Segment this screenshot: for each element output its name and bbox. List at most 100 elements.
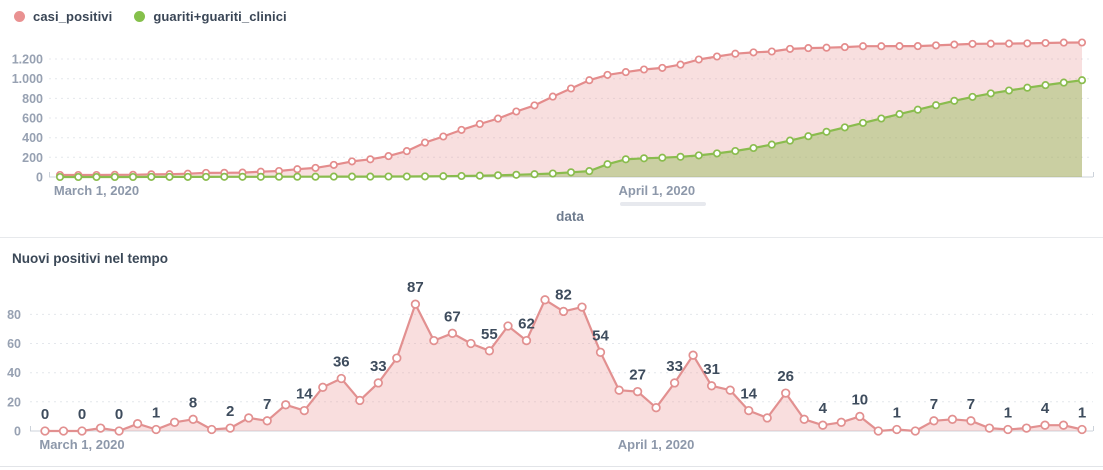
point-nuovi-positivi[interactable] (706, 381, 717, 391)
point-guariti-guariti-clinici[interactable] (329, 172, 338, 181)
point-casi-positivi[interactable] (512, 107, 521, 116)
point-nuovi-positivi[interactable] (132, 419, 143, 429)
point-nuovi-positivi[interactable] (855, 411, 865, 422)
point-guariti-guariti-clinici[interactable] (731, 146, 740, 156)
point-nuovi-positivi[interactable] (558, 306, 569, 317)
point-casi-positivi[interactable] (621, 68, 630, 77)
point-casi-positivi[interactable] (731, 49, 740, 58)
point-guariti-guariti-clinici[interactable] (840, 123, 849, 132)
point-guariti-guariti-clinici[interactable] (785, 136, 795, 145)
point-nuovi-positivi[interactable] (336, 373, 346, 384)
point-guariti-guariti-clinici[interactable] (913, 105, 922, 114)
point-nuovi-positivi[interactable] (651, 403, 661, 413)
point-guariti-guariti-clinici[interactable] (512, 170, 521, 179)
point-guariti-guariti-clinici[interactable] (293, 172, 302, 181)
point-nuovi-positivi[interactable] (169, 417, 180, 427)
point-nuovi-positivi[interactable] (984, 423, 995, 433)
point-guariti-guariti-clinici[interactable] (493, 171, 503, 180)
point-guariti-guariti-clinici[interactable] (55, 172, 65, 182)
point-casi-positivi[interactable] (840, 43, 849, 52)
point-guariti-guariti-clinici[interactable] (274, 172, 284, 181)
point-nuovi-positivi[interactable] (484, 346, 495, 356)
point-nuovi-positivi[interactable] (947, 414, 958, 424)
point-casi-positivi[interactable] (329, 160, 338, 169)
point-guariti-guariti-clinici[interactable] (950, 96, 959, 105)
point-nuovi-positivi[interactable] (225, 423, 235, 433)
point-guariti-guariti-clinici[interactable] (92, 172, 101, 182)
point-nuovi-positivi[interactable] (540, 295, 550, 305)
point-guariti-guariti-clinici[interactable] (858, 118, 868, 127)
point-guariti-guariti-clinici[interactable] (165, 172, 174, 181)
point-casi-positivi[interactable] (950, 40, 959, 49)
point-nuovi-positivi[interactable] (521, 335, 532, 346)
point-casi-positivi[interactable] (566, 84, 576, 93)
point-nuovi-positivi[interactable] (595, 347, 606, 357)
point-casi-positivi[interactable] (694, 55, 703, 64)
point-guariti-guariti-clinici[interactable] (639, 154, 649, 163)
point-nuovi-positivi[interactable] (892, 424, 902, 435)
point-casi-positivi[interactable] (366, 155, 375, 164)
point-casi-positivi[interactable] (913, 42, 922, 51)
point-nuovi-positivi[interactable] (781, 388, 791, 398)
point-casi-positivi[interactable] (931, 41, 941, 50)
point-nuovi-positivi[interactable] (318, 382, 328, 392)
point-guariti-guariti-clinici[interactable] (986, 89, 995, 98)
point-casi-positivi[interactable] (439, 132, 448, 141)
point-nuovi-positivi[interactable] (1077, 424, 1087, 435)
point-guariti-guariti-clinici[interactable] (658, 153, 667, 162)
point-nuovi-positivi[interactable] (614, 385, 624, 395)
point-nuovi-positivi[interactable] (818, 420, 828, 430)
point-casi-positivi[interactable] (402, 147, 411, 156)
point-guariti-guariti-clinici[interactable] (968, 92, 977, 101)
point-casi-positivi[interactable] (1041, 38, 1050, 48)
point-casi-positivi[interactable] (603, 70, 612, 79)
point-guariti-guariti-clinici[interactable] (749, 143, 758, 153)
horizontal-scrollbar-thumb[interactable] (620, 202, 706, 206)
point-casi-positivi[interactable] (895, 42, 904, 51)
point-nuovi-positivi[interactable] (244, 413, 254, 423)
point-casi-positivi[interactable] (658, 63, 667, 72)
point-nuovi-positivi[interactable] (447, 328, 458, 338)
point-nuovi-positivi[interactable] (373, 378, 383, 388)
point-casi-positivi[interactable] (639, 65, 649, 74)
point-guariti-guariti-clinici[interactable] (530, 170, 539, 179)
legend-item-guariti[interactable]: guariti+guariti_clinici (134, 9, 287, 24)
point-guariti-guariti-clinici[interactable] (238, 172, 247, 181)
point-casi-positivi[interactable] (968, 39, 977, 48)
point-guariti-guariti-clinici[interactable] (621, 155, 630, 164)
point-guariti-guariti-clinici[interactable] (201, 172, 211, 181)
point-guariti-guariti-clinici[interactable] (1077, 76, 1087, 85)
point-casi-positivi[interactable] (585, 76, 594, 85)
point-nuovi-positivi[interactable] (688, 350, 698, 360)
point-casi-positivi[interactable] (548, 92, 557, 101)
point-casi-positivi[interactable] (804, 44, 813, 53)
point-nuovi-positivi[interactable] (429, 335, 439, 346)
point-casi-positivi[interactable] (767, 47, 776, 56)
point-nuovi-positivi[interactable] (40, 426, 50, 436)
point-nuovi-positivi[interactable] (836, 417, 846, 427)
legend-item-casi-positivi[interactable]: casi_positivi (14, 9, 112, 24)
point-guariti-guariti-clinici[interactable] (183, 172, 192, 181)
point-casi-positivi[interactable] (1059, 38, 1068, 47)
point-casi-positivi[interactable] (1077, 38, 1087, 47)
point-guariti-guariti-clinici[interactable] (548, 169, 557, 178)
point-nuovi-positivi[interactable] (744, 405, 754, 416)
point-nuovi-positivi[interactable] (1058, 420, 1069, 430)
point-casi-positivi[interactable] (676, 60, 685, 69)
point-nuovi-positivi[interactable] (762, 413, 772, 423)
point-casi-positivi[interactable] (785, 44, 795, 53)
point-guariti-guariti-clinici[interactable] (767, 140, 776, 149)
point-guariti-guariti-clinici[interactable] (694, 151, 703, 160)
point-guariti-guariti-clinici[interactable] (822, 127, 831, 136)
point-casi-positivi[interactable] (311, 163, 320, 172)
point-nuovi-positivi[interactable] (929, 416, 939, 426)
point-casi-positivi[interactable] (712, 52, 722, 61)
point-nuovi-positivi[interactable] (503, 321, 513, 331)
point-guariti-guariti-clinici[interactable] (712, 149, 722, 158)
point-nuovi-positivi[interactable] (207, 424, 217, 435)
point-casi-positivi[interactable] (1023, 39, 1032, 48)
point-casi-positivi[interactable] (384, 152, 393, 161)
point-guariti-guariti-clinici[interactable] (220, 172, 229, 181)
point-nuovi-positivi[interactable] (577, 302, 587, 312)
point-nuovi-positivi[interactable] (281, 400, 291, 410)
